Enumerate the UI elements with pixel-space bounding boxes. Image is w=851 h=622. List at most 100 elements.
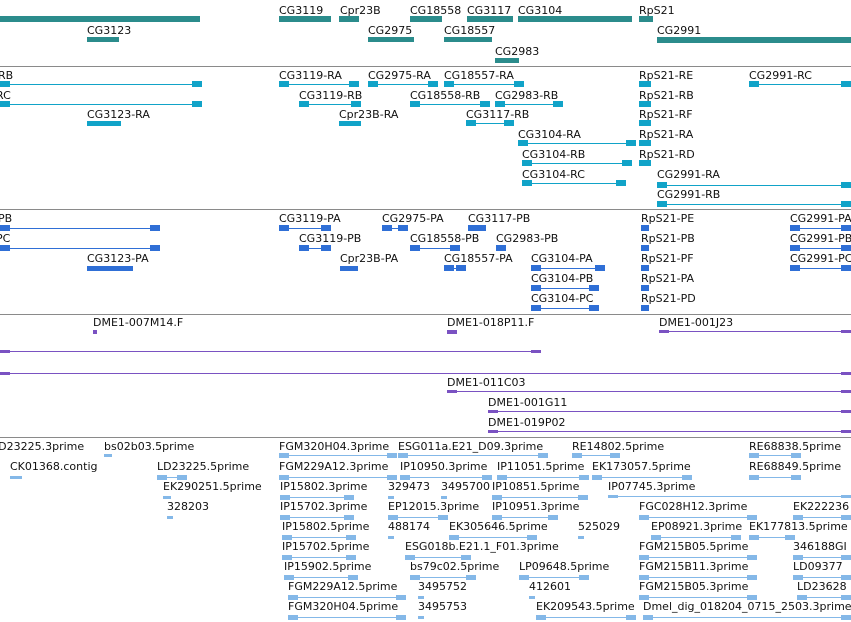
track-separator bbox=[0, 66, 851, 67]
feature-label: ESG018b.E21.1_F01.3prime bbox=[405, 540, 559, 553]
feature-exon-end bbox=[351, 101, 361, 107]
feature-label: IP07745.3prime bbox=[608, 480, 696, 493]
feature-exon-start bbox=[279, 225, 289, 231]
feature-label: IP10950.3prime bbox=[400, 460, 488, 473]
feature-exon-end bbox=[785, 535, 795, 540]
feature-label: FGM320H04.5prime bbox=[288, 600, 399, 613]
feature-exon-start bbox=[488, 430, 498, 433]
feature-exon-end bbox=[682, 475, 692, 480]
feature-label: IP11051.5prime bbox=[497, 460, 585, 473]
feature-intron-line bbox=[608, 496, 851, 497]
feature-intron-line bbox=[492, 517, 558, 518]
feature-block bbox=[339, 121, 361, 126]
feature-label: Cpr23B-PA bbox=[340, 252, 399, 265]
feature-label: CG2983-RB bbox=[495, 89, 559, 102]
feature-intron-line bbox=[749, 477, 801, 478]
feature-block bbox=[368, 37, 414, 42]
feature-intron-line bbox=[447, 391, 851, 392]
feature-exon-start bbox=[531, 305, 541, 311]
feature-exon-end bbox=[466, 575, 476, 580]
feature-intron-line bbox=[279, 228, 331, 229]
feature-label: CG18558-RB bbox=[410, 89, 481, 102]
feature-exon-end bbox=[476, 225, 486, 231]
feature-exon-end bbox=[641, 305, 649, 311]
feature-exon-end bbox=[841, 495, 851, 498]
feature-exon-start bbox=[468, 225, 478, 231]
feature-exon-start bbox=[0, 372, 10, 375]
feature-block bbox=[10, 476, 22, 479]
feature-exon-start bbox=[793, 555, 803, 560]
feature-block bbox=[279, 16, 331, 22]
feature-exon-end bbox=[731, 535, 741, 540]
feature-label: CG2983 bbox=[495, 45, 540, 58]
feature-label: CG3104-RB bbox=[522, 148, 586, 161]
feature-exon-end bbox=[747, 595, 757, 600]
feature-intron-line bbox=[449, 537, 537, 538]
feature-intron-line bbox=[282, 537, 356, 538]
feature-intron-line bbox=[492, 497, 588, 498]
feature-exon-start bbox=[531, 265, 541, 271]
feature-label: Cpr23B bbox=[340, 4, 381, 17]
feature-label: 328203 bbox=[167, 500, 209, 513]
feature-exon-end bbox=[396, 615, 406, 620]
feature-exon-start bbox=[279, 453, 289, 458]
feature-label: bs02b03.5prime bbox=[104, 440, 195, 453]
feature-exon-end bbox=[428, 81, 438, 87]
feature-intron-line bbox=[793, 557, 851, 558]
feature-intron-line bbox=[522, 183, 626, 184]
feature-label: FGM229A12.3prime bbox=[279, 460, 389, 473]
feature-exon-end bbox=[387, 453, 397, 458]
feature-label: 3495752 bbox=[418, 580, 467, 593]
feature-exon-start bbox=[444, 265, 454, 271]
feature-exon-start bbox=[388, 515, 398, 520]
feature-exon-end bbox=[346, 555, 356, 560]
feature-block bbox=[93, 330, 97, 334]
feature-label: CG3119-RA bbox=[279, 69, 342, 82]
feature-exon-start bbox=[531, 285, 541, 291]
feature-block bbox=[518, 16, 632, 22]
feature-exon-end bbox=[321, 225, 331, 231]
feature-exon-end bbox=[641, 265, 649, 271]
feature-label: CG3104-PC bbox=[531, 292, 594, 305]
feature-exon-start bbox=[495, 101, 505, 107]
feature-intron-line bbox=[495, 104, 563, 105]
feature-intron-line bbox=[793, 577, 851, 578]
feature-intron-line bbox=[157, 477, 187, 478]
feature-exon-end bbox=[579, 475, 589, 480]
feature-exon-end bbox=[553, 101, 563, 107]
feature-label: IP15702.3prime bbox=[280, 500, 368, 513]
feature-label: RpS21-RF bbox=[639, 108, 693, 121]
feature-exon-start bbox=[400, 475, 410, 480]
feature-exon-start bbox=[519, 575, 529, 580]
feature-exon-end bbox=[841, 515, 851, 520]
feature-exon-end bbox=[177, 475, 187, 480]
feature-intron-line bbox=[639, 577, 757, 578]
feature-exon-end bbox=[841, 265, 851, 271]
feature-block bbox=[447, 330, 457, 334]
feature-label: 346188GI bbox=[793, 540, 847, 553]
feature-label: EK173057.5prime bbox=[592, 460, 691, 473]
feature-label: DME1-019P02 bbox=[488, 416, 566, 429]
feature-exon-end bbox=[641, 101, 651, 107]
feature-block bbox=[388, 536, 394, 539]
feature-exon-end bbox=[482, 475, 492, 480]
feature-exon-end bbox=[348, 575, 358, 580]
feature-exon-start bbox=[279, 475, 289, 480]
feature-label: CG3119-PA bbox=[279, 212, 341, 225]
feature-exon-end bbox=[589, 305, 599, 311]
feature-exon-start bbox=[657, 182, 667, 188]
feature-exon-start bbox=[608, 495, 618, 498]
feature-block bbox=[639, 16, 653, 22]
feature-exon-start bbox=[410, 575, 420, 580]
feature-label: LD23225.5prime bbox=[157, 460, 250, 473]
feature-intron-line bbox=[410, 248, 460, 249]
feature-label: RpS21-PF bbox=[641, 252, 694, 265]
feature-label: FGM215B11.3prime bbox=[639, 560, 749, 573]
feature-intron-line bbox=[790, 268, 851, 269]
feature-intron-line bbox=[444, 84, 524, 85]
feature-label: FGC028H12.3prime bbox=[639, 500, 748, 513]
feature-label: IP10851.5prime bbox=[492, 480, 580, 493]
feature-label: CG3123 bbox=[87, 24, 132, 37]
feature-label: CK01368.contig bbox=[10, 460, 98, 473]
feature-exon-end bbox=[622, 160, 632, 166]
